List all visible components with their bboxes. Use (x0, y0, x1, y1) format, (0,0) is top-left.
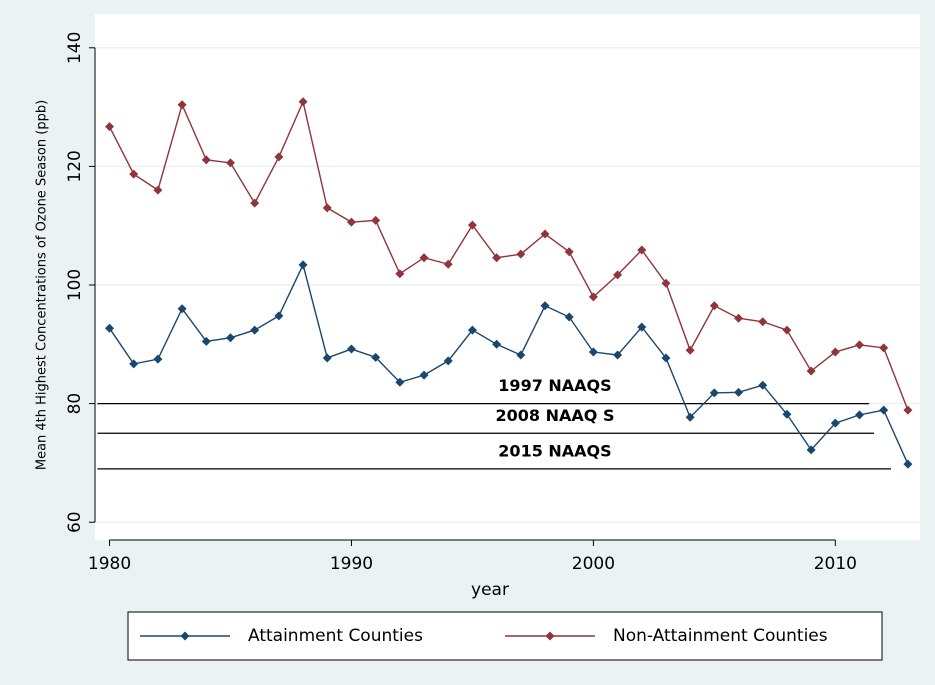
data-point (129, 169, 139, 179)
series-line (108, 99, 909, 411)
data-point (371, 352, 381, 362)
data-point (395, 377, 405, 387)
data-point (201, 336, 211, 346)
data-point (467, 220, 477, 230)
data-point (153, 354, 163, 364)
data-point (225, 158, 235, 168)
data-point (419, 370, 429, 380)
reference-label: 2008 NAAQ S (496, 406, 615, 425)
data-point (613, 350, 623, 360)
data-point (540, 229, 550, 239)
data-point (250, 198, 260, 208)
data-point (105, 122, 115, 132)
reference-label: 1997 NAAQS (498, 376, 611, 395)
y-tick-label: 80 (65, 393, 85, 415)
legend-marker (180, 631, 190, 641)
data-point (709, 301, 719, 311)
data-point (879, 343, 889, 353)
data-point (782, 409, 792, 419)
y-tick-label: 140 (65, 32, 85, 64)
data-point (492, 339, 502, 349)
data-point (758, 380, 768, 390)
data-point (443, 356, 453, 366)
y-tick-label: 60 (65, 511, 85, 533)
data-point (637, 322, 647, 332)
data-point (588, 292, 598, 302)
data-point (177, 100, 187, 110)
data-point (492, 253, 502, 263)
y-axis-title: Mean 4th Highest Concentrations of Ozone… (35, 100, 50, 470)
x-axis-title: year (471, 580, 509, 600)
data-point (758, 317, 768, 327)
legend-marker (545, 631, 555, 641)
y-tick-label: 120 (65, 150, 85, 182)
y-tick-label: 100 (65, 269, 85, 301)
data-point (564, 312, 574, 322)
legend-label: Attainment Counties (248, 626, 423, 646)
data-point (661, 353, 671, 363)
data-point (250, 325, 260, 335)
data-point (685, 345, 695, 355)
x-tick-label: 2000 (572, 554, 615, 574)
x-tick-label: 1980 (88, 554, 131, 574)
data-point (734, 387, 744, 397)
data-point (443, 259, 453, 269)
data-point (588, 347, 598, 357)
data-point (346, 344, 356, 354)
data-point (879, 405, 889, 415)
data-point (395, 269, 405, 279)
data-point (298, 97, 308, 107)
plot-area (95, 14, 920, 540)
data-point (903, 405, 913, 415)
data-point (540, 301, 550, 311)
data-point (153, 185, 163, 195)
series-line (108, 262, 909, 465)
data-point (613, 270, 623, 280)
data-point (346, 217, 356, 227)
data-point (830, 418, 840, 428)
data-point (709, 388, 719, 398)
data-point (371, 215, 381, 225)
data-point (830, 347, 840, 357)
data-point (274, 311, 284, 321)
data-point (201, 155, 211, 165)
data-point (467, 325, 477, 335)
legend-label: Non-Attainment Counties (613, 626, 828, 646)
data-point (564, 247, 574, 257)
data-point (903, 459, 913, 469)
x-tick-label: 1990 (330, 554, 373, 574)
data-point (806, 366, 816, 376)
data-point (637, 245, 647, 255)
data-point (661, 278, 671, 288)
data-point (685, 412, 695, 422)
data-point (806, 445, 816, 455)
data-point (516, 249, 526, 259)
data-point (734, 313, 744, 323)
data-point (322, 203, 332, 213)
data-point (516, 350, 526, 360)
data-point (225, 333, 235, 343)
reference-label: 2015 NAAQS (498, 441, 611, 460)
data-point (298, 260, 308, 270)
data-point (419, 253, 429, 263)
x-tick-label: 2010 (814, 554, 857, 574)
data-point (855, 410, 865, 420)
data-point (322, 353, 332, 363)
data-point (274, 152, 284, 162)
data-point (129, 359, 139, 369)
data-point (177, 304, 187, 314)
data-point (105, 323, 115, 333)
data-point (855, 340, 865, 350)
data-point (782, 325, 792, 335)
